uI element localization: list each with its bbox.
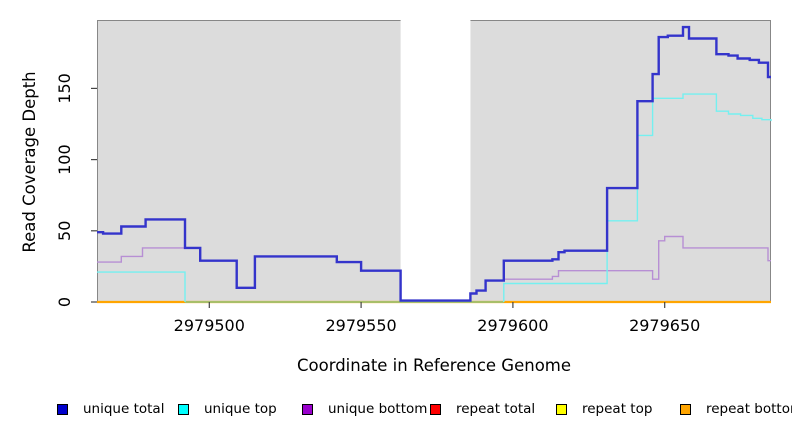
series-unique-top: [503, 93, 772, 302]
unique-bottom-swatch-icon: [302, 403, 313, 415]
x-tick-label: 2979500: [174, 316, 245, 335]
unique-total-swatch-icon: [57, 403, 68, 415]
repeat-total-swatch-icon: [430, 403, 441, 415]
y-tick-label: 150: [55, 73, 74, 104]
x-tick-label: 2979650: [629, 316, 700, 335]
legend-label: repeat top: [582, 401, 653, 417]
y-tick-label: 0: [55, 297, 74, 307]
y-tick-label: 50: [55, 221, 74, 241]
legend-item-unique-bottom: unique bottom: [302, 400, 427, 418]
legend-label: unique total: [83, 401, 165, 417]
series-unique-top: [97, 271, 186, 302]
series-unique-bottom: [503, 235, 771, 280]
repeat-top-swatch-icon: [556, 403, 567, 415]
no-data-gap: [400, 20, 471, 302]
legend-item-repeat-top: repeat top: [556, 400, 652, 418]
legend-label: unique bottom: [328, 401, 428, 417]
unique-top-swatch-icon: [178, 403, 189, 415]
x-axis-title: Coordinate in Reference Genome: [296, 356, 572, 375]
repeat-bottom-swatch-icon: [680, 403, 691, 415]
x-tick-label: 2979550: [325, 316, 396, 335]
x-tick-label: 2979600: [477, 316, 548, 335]
legend-item-unique-top: unique top: [178, 400, 277, 418]
legend-label: unique top: [204, 401, 277, 417]
legend-item-repeat-bottom: repeat bottom: [680, 400, 792, 418]
y-axis-title: Read Coverage Depth: [20, 71, 39, 253]
legend-item-repeat-total: repeat total: [430, 400, 535, 418]
y-tick-label: 100: [55, 144, 74, 175]
legend-label: repeat total: [456, 401, 536, 417]
series-unique-total: [97, 25, 771, 302]
legend-item-unique-total: unique total: [57, 400, 164, 418]
series-unique-bottom: [97, 247, 185, 263]
legend-label: repeat bottom: [706, 401, 792, 417]
